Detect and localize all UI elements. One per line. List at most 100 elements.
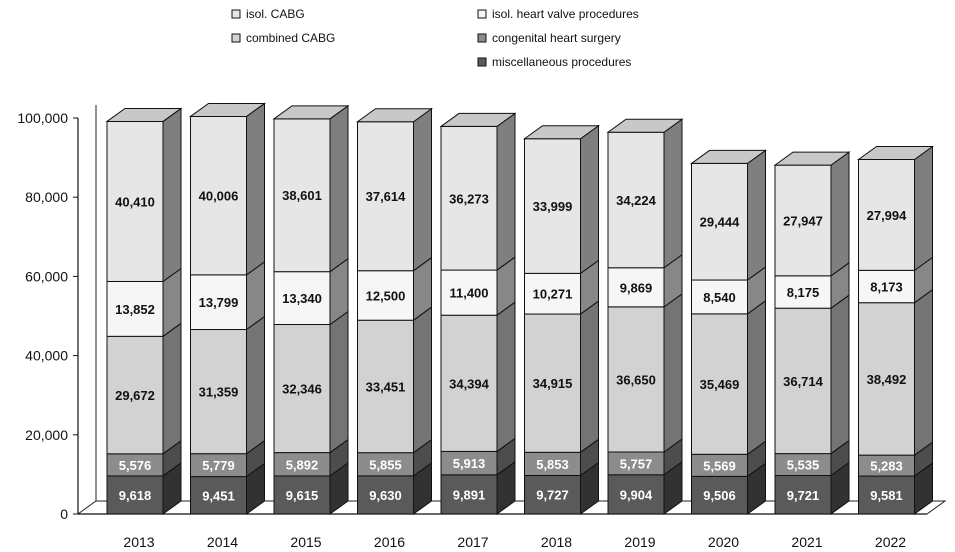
legend-item: isol. CABG — [231, 7, 305, 21]
y-tick-label: 60,000 — [25, 268, 68, 284]
data-label: 9,727 — [536, 488, 569, 503]
data-label: 37,614 — [366, 189, 407, 204]
legend-item: isol. heart valve procedures — [477, 7, 639, 21]
data-label: 5,913 — [453, 456, 486, 471]
data-label: 10,271 — [533, 287, 573, 302]
data-label: 27,994 — [867, 208, 908, 223]
bar-top-2016 — [355, 108, 434, 123]
bar-side-2016-2 — [413, 306, 432, 454]
y-tick-label: 80,000 — [25, 189, 68, 205]
data-label: 29,444 — [700, 215, 741, 230]
bar-segment — [273, 324, 331, 454]
data-label: 5,892 — [286, 457, 319, 472]
legend-swatch — [477, 57, 487, 67]
bar-side-2013-2 — [162, 322, 182, 455]
data-label: 11,400 — [449, 286, 488, 301]
bar-side-2022-4 — [914, 145, 933, 272]
bar-segment — [357, 475, 414, 515]
x-tick-label: 2013 — [123, 534, 154, 550]
bar-side-2019-4 — [663, 118, 683, 269]
bar-segment — [440, 269, 498, 316]
data-label: 33,451 — [366, 379, 406, 394]
data-label: 34,224 — [616, 193, 657, 208]
data-label: 5,779 — [202, 458, 235, 473]
bar-side-2013-4 — [162, 107, 182, 283]
legend-label: isol. heart valve procedures — [492, 7, 639, 21]
bar-side-2019-2 — [663, 292, 683, 453]
data-label: 34,915 — [533, 376, 573, 391]
x-tick-label: 2018 — [541, 534, 572, 550]
bar-segment — [691, 313, 748, 455]
bar-top-2017 — [439, 112, 517, 127]
data-label: 5,855 — [369, 457, 402, 472]
bar-stack-2013: 9,618 5,576 29,672 13,852 40,410 — [105, 107, 183, 515]
bar-segment — [607, 267, 665, 308]
bar-stack-2016: 9,630 5,855 33,451 12,500 37,614 — [355, 107, 434, 515]
data-label: 40,006 — [199, 189, 239, 204]
bar-segment — [273, 271, 331, 326]
bar-stack-2017: 9,891 5,913 34,394 11,400 36,273 — [439, 112, 517, 515]
data-label: 9,451 — [202, 488, 235, 503]
bar-segment — [440, 474, 498, 515]
bar-top-2020 — [689, 149, 768, 164]
bar-top-2015 — [272, 105, 350, 120]
bar-segment — [273, 118, 331, 273]
x-tick-label: 2016 — [374, 534, 405, 550]
data-label: 8,540 — [703, 290, 736, 305]
data-label: 5,757 — [620, 456, 653, 471]
data-label: 9,618 — [119, 488, 152, 503]
bar-segment — [858, 475, 915, 515]
data-label: 13,852 — [115, 302, 155, 317]
bar-stack-2015: 9,615 5,892 32,346 13,340 38,601 — [272, 104, 350, 515]
legend-label: combined CABG — [246, 31, 335, 45]
data-label: 38,492 — [867, 372, 907, 387]
bar-segment — [774, 307, 832, 455]
data-label: 9,891 — [453, 487, 486, 502]
bar-segment — [440, 314, 498, 452]
bar-side-2020-2 — [747, 299, 766, 456]
data-label: 38,601 — [282, 188, 322, 203]
bar-segment — [190, 115, 247, 276]
bar-segment — [190, 329, 247, 455]
data-label: 13,340 — [282, 291, 322, 306]
data-label: 9,506 — [703, 488, 736, 503]
bar-segment — [524, 313, 581, 453]
data-label: 5,576 — [119, 458, 152, 473]
x-tick-label: 2015 — [290, 534, 321, 550]
bar-segment — [607, 131, 665, 269]
bar-segment — [524, 474, 581, 515]
x-tick-label: 2014 — [207, 534, 238, 550]
bar-side-2017-2 — [496, 301, 516, 453]
y-tick-label: 20,000 — [25, 427, 68, 443]
bar-segment — [774, 164, 832, 277]
x-tick-label: 2020 — [708, 534, 739, 550]
bar-side-2014-4 — [246, 102, 265, 276]
data-label: 35,469 — [700, 377, 740, 392]
bar-top-2013 — [105, 107, 183, 122]
bar-stack-2022: 9,581 5,283 38,492 8,173 27,994 — [856, 145, 935, 515]
data-label: 29,672 — [115, 388, 155, 403]
data-label: 32,346 — [282, 382, 322, 397]
bar-side-2021-2 — [830, 294, 850, 455]
bar-top-2018 — [522, 125, 601, 140]
x-tick-label: 2017 — [457, 534, 488, 550]
bar-side-2015-2 — [329, 310, 349, 454]
y-tick-label: 40,000 — [25, 348, 68, 364]
bar-side-2020-4 — [747, 149, 766, 282]
x-tick-label: 2019 — [624, 534, 655, 550]
bar-stack-2021: 9,721 5,535 36,714 8,175 27,947 — [773, 151, 851, 515]
bar-segment — [357, 270, 414, 321]
bar-segment — [190, 476, 247, 515]
data-label: 9,630 — [369, 488, 402, 503]
bar-side-2017-4 — [496, 112, 516, 272]
bar-segment — [106, 335, 164, 455]
legend-swatch — [477, 9, 487, 19]
bar-segment — [691, 475, 748, 515]
data-label: 8,173 — [870, 280, 903, 295]
data-label: 31,359 — [199, 385, 239, 400]
data-label: 33,999 — [533, 199, 573, 214]
data-label: 8,175 — [787, 285, 820, 300]
bar-segment — [607, 306, 665, 453]
y-tick-label: 100,000 — [17, 110, 68, 126]
